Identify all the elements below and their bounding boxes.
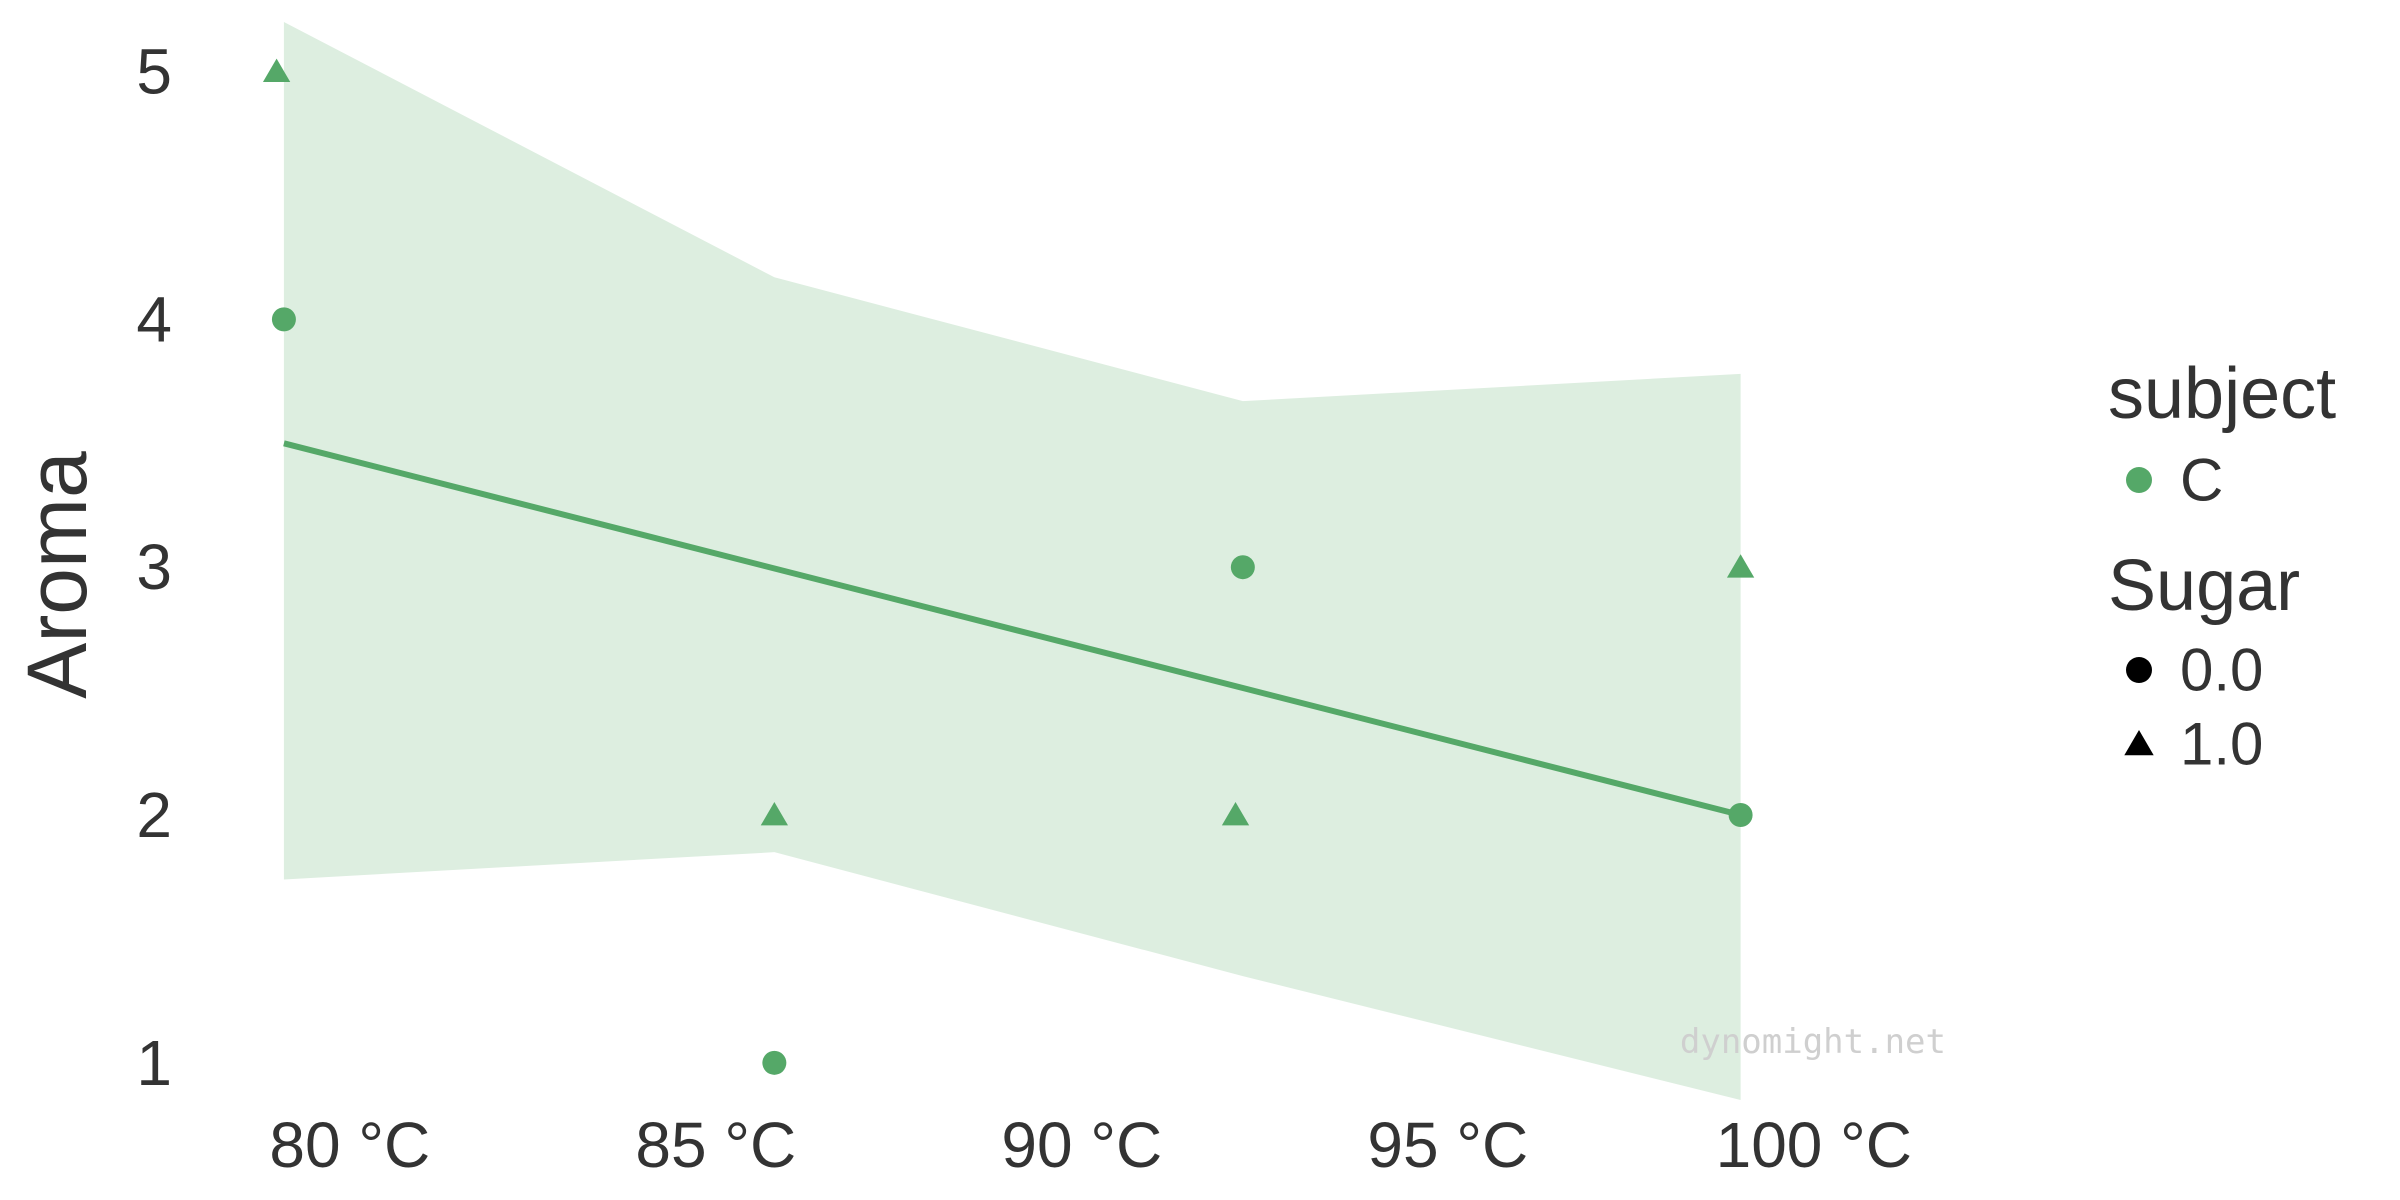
legend-sugar-marker-1 (2124, 730, 2154, 756)
x-tick-label-0: 80 °C (269, 1109, 430, 1181)
point-triangle-6 (1726, 554, 1755, 578)
point-circle-1 (271, 307, 296, 332)
confidence-band (283, 22, 1741, 1100)
legend-subject-items: C (2126, 447, 2223, 514)
legend: subject C Sugar 0.01.0 (2108, 354, 2336, 778)
legend-subject-title: subject (2108, 354, 2336, 434)
legend-subject-marker-0 (2126, 467, 2152, 493)
legend-sugar-title: Sugar (2108, 546, 2300, 626)
y-tick-label-2: 3 (136, 531, 172, 603)
y-tick-label-3: 4 (136, 283, 172, 355)
legend-subject-label-0: C (2180, 447, 2223, 514)
watermark: dynomight.net (1680, 1022, 1946, 1062)
y-tick-label-1: 2 (136, 779, 172, 851)
x-tick-label-1: 85 °C (635, 1109, 796, 1181)
x-axis-ticks: 80 °C 85 °C 90 °C 95 °C 100 °C (269, 1109, 1912, 1181)
point-triangle-5 (1221, 802, 1250, 826)
y-tick-label-0: 1 (136, 1027, 172, 1099)
point-circle-7 (1728, 803, 1753, 828)
point-triangle-2 (760, 802, 789, 826)
legend-sugar-label-1: 1.0 (2180, 711, 2263, 778)
x-tick-label-4: 100 °C (1716, 1109, 1912, 1181)
legend-sugar-items: 0.01.0 (2124, 637, 2263, 778)
fit-line (283, 440, 1742, 818)
x-tick-label-3: 95 °C (1367, 1109, 1528, 1181)
legend-sugar-marker-0 (2126, 657, 2152, 683)
confidence-band-layer (283, 22, 1741, 1100)
y-axis-label: Aroma (10, 451, 104, 699)
legend-sugar-label-0: 0.0 (2180, 637, 2263, 704)
points-layer (262, 58, 1755, 1075)
fit-line-layer (283, 440, 1742, 818)
x-tick-label-2: 90 °C (1001, 1109, 1162, 1181)
y-tick-label-4: 5 (136, 36, 172, 108)
point-circle-4 (1230, 555, 1255, 580)
point-triangle-0 (262, 58, 291, 82)
y-axis-ticks: 1 2 3 4 5 (136, 36, 172, 1099)
point-circle-3 (762, 1050, 787, 1075)
